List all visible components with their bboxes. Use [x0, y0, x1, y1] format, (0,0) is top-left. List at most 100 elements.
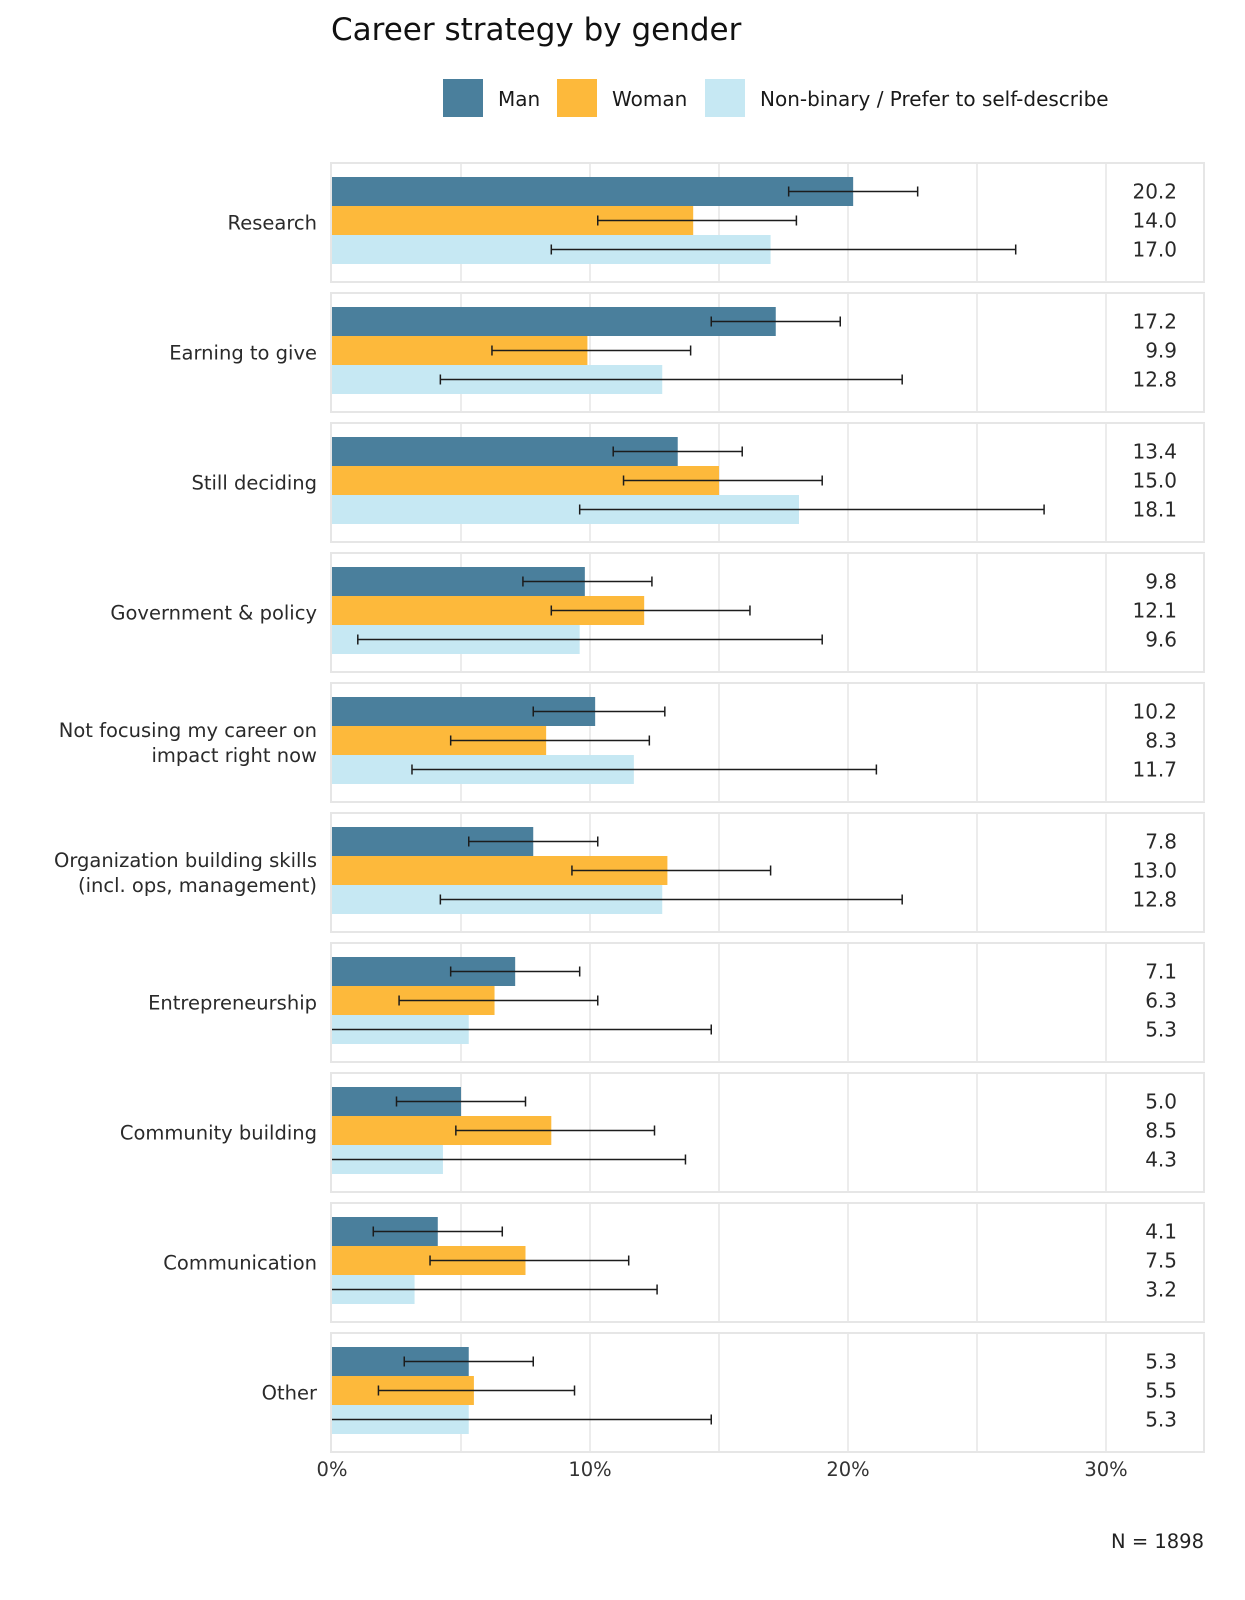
error-bar [332, 1154, 687, 1165]
error-bar [429, 1255, 630, 1266]
category-label: Communication [163, 1252, 317, 1275]
error-bar [332, 1284, 658, 1295]
value-label: 6.3 [1145, 989, 1177, 1013]
error-bar [571, 865, 772, 876]
legend-swatch [705, 79, 745, 117]
error-bar [411, 764, 878, 775]
category-panel: Not focusing my career on impact right no… [59, 682, 1205, 803]
error-bar [395, 1096, 527, 1107]
value-label: 13.0 [1132, 859, 1177, 883]
category-label: Research [228, 212, 317, 235]
error-bar [522, 576, 653, 587]
bar-man [332, 307, 776, 336]
value-label: 5.3 [1145, 1408, 1177, 1432]
category-label: Government & policy [110, 602, 317, 625]
category-panel: Entrepreneurship 7.1 6.3 5.3 [148, 942, 1205, 1063]
error-bar [787, 186, 919, 197]
value-label: 12.8 [1132, 368, 1177, 392]
error-bar [710, 316, 842, 327]
error-bar [622, 475, 823, 486]
value-label: 5.5 [1145, 1379, 1177, 1403]
error-bar [455, 1125, 656, 1136]
error-bar [357, 634, 823, 645]
legend-item-woman: Woman [557, 79, 687, 117]
error-bar [332, 1024, 713, 1035]
bar-man [332, 177, 854, 206]
value-label: 3.2 [1145, 1278, 1177, 1302]
value-label: 10.2 [1132, 700, 1177, 724]
value-label: 7.1 [1145, 960, 1177, 984]
category-panel: Earning to give 17.2 9.9 12.8 [169, 292, 1205, 413]
value-label: 4.1 [1145, 1220, 1177, 1244]
error-bar [439, 374, 903, 385]
error-bar [532, 706, 666, 717]
plot-panels: Research 20.2 14.0 17.0 Earning to give 17.2 9… [54, 162, 1205, 1453]
value-label: 7.8 [1145, 830, 1177, 854]
legend-label: Man [498, 87, 540, 111]
error-bar [550, 244, 1017, 255]
category-label: Not focusing my career on impact right no… [59, 719, 317, 767]
category-panel: Organization building skills (incl. ops, … [54, 812, 1205, 933]
legend: Man Woman Non-binary / Prefer to self-desc… [443, 79, 1109, 117]
category-panel: Research 20.2 14.0 17.0 [228, 162, 1205, 283]
category-label: Still deciding [191, 472, 317, 495]
value-label: 5.3 [1145, 1018, 1177, 1042]
error-bar [550, 605, 751, 616]
value-label: 17.0 [1132, 238, 1177, 262]
value-label: 9.9 [1145, 339, 1177, 363]
x-tick-label: 0% [317, 1458, 348, 1481]
x-tick-label: 20% [826, 1458, 869, 1481]
legend-swatch [557, 79, 597, 117]
value-label: 17.2 [1132, 310, 1177, 334]
error-bar [372, 1226, 504, 1237]
value-label: 15.0 [1132, 469, 1177, 493]
error-bar [332, 1414, 713, 1425]
error-bar [439, 894, 903, 905]
value-label: 20.2 [1132, 180, 1177, 204]
value-label: 13.4 [1132, 440, 1177, 464]
error-bar [449, 966, 581, 977]
value-label: 9.6 [1145, 628, 1177, 652]
category-panel: Other 5.3 5.5 5.3 [262, 1332, 1205, 1453]
category-panel: Government & policy 9.8 12.1 9.6 [110, 552, 1205, 673]
error-bar [377, 1385, 576, 1396]
value-label: 9.8 [1145, 570, 1177, 594]
category-panel: Still deciding 13.4 15.0 18.1 [191, 422, 1205, 543]
value-label: 12.1 [1132, 599, 1177, 623]
value-label: 8.3 [1145, 729, 1177, 753]
value-label: 12.8 [1132, 888, 1177, 912]
value-label: 18.1 [1132, 498, 1177, 522]
value-label: 8.5 [1145, 1119, 1177, 1143]
error-bar [403, 1356, 534, 1367]
category-panel: Community building 5.0 8.5 4.3 [120, 1072, 1205, 1193]
chart-title: Career strategy by gender [331, 12, 742, 48]
category-label: Organization building skills (incl. ops, … [54, 849, 317, 897]
legend-swatch [443, 79, 483, 117]
legend-item-man: Man [443, 79, 540, 117]
error-bar [612, 446, 743, 457]
sample-size-note: N = 1898 [1111, 1530, 1204, 1553]
error-bar [491, 345, 692, 356]
legend-label: Non-binary / Prefer to self-describe [760, 87, 1109, 111]
error-bar [467, 836, 599, 847]
category-label: Entrepreneurship [148, 992, 317, 1015]
category-label: Earning to give [169, 342, 317, 365]
error-bar [596, 215, 798, 226]
value-label: 4.3 [1145, 1148, 1177, 1172]
error-bar [578, 504, 1045, 515]
legend-item-non-binary-prefer-to-self-describe: Non-binary / Prefer to self-describe [705, 79, 1109, 117]
legend-label: Woman [612, 87, 687, 111]
category-label: Other [262, 1382, 318, 1405]
category-label: Community building [120, 1122, 317, 1145]
value-label: 11.7 [1132, 758, 1177, 782]
value-label: 7.5 [1145, 1249, 1177, 1273]
x-tick-label: 10% [568, 1458, 611, 1481]
value-label: 5.0 [1145, 1090, 1177, 1114]
error-bar [449, 735, 651, 746]
panel-background [330, 1332, 1205, 1453]
x-axis: 0% 10% 20% 30% [317, 1458, 1128, 1481]
x-tick-label: 30% [1084, 1458, 1127, 1481]
value-label: 14.0 [1132, 209, 1177, 233]
value-label: 5.3 [1145, 1350, 1177, 1374]
